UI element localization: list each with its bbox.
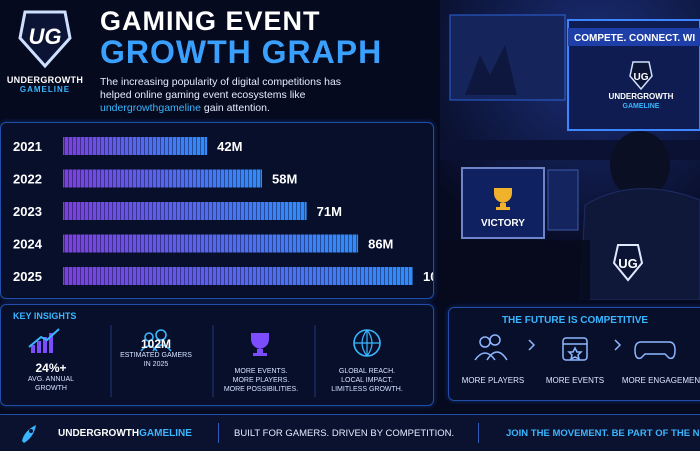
insight-line: IN 2025 (143, 361, 169, 368)
category-label: 2021 (13, 139, 42, 154)
future-item: MORE EVENTS (545, 376, 605, 385)
intro-text: gain attention. (203, 102, 270, 114)
chart: 2021 42M 2022 58M 2023 71M 2024 86M 2025 102M (13, 137, 456, 285)
value-label: 102M (423, 269, 433, 284)
future-title: THE FUTURE IS COMPETITIVE (501, 315, 649, 326)
footer-brand-bottom: GAMELINE (139, 428, 192, 439)
footer-brand-top: UNDERGROWTH (58, 428, 140, 439)
intro: The increasing popularity of digital com… (100, 76, 365, 115)
divider (478, 423, 479, 443)
divider (218, 423, 219, 443)
category-label: 2025 (13, 269, 42, 284)
rocket-icon (22, 425, 36, 443)
insight-value: 102M (140, 337, 172, 351)
future-item: MORE PLAYERS (461, 376, 525, 385)
insight-line: LIMITLESS GROWTH. (331, 386, 403, 393)
scene-banner: COMPETE. CONNECT. WI (574, 33, 695, 44)
value-label: 71M (317, 204, 342, 219)
footer-brand: UNDERGROWTHGAMELINE (58, 428, 192, 439)
bar-texture (63, 169, 263, 188)
logo-brand-bottom: GAMELINE (19, 85, 71, 94)
insight-line: GLOBAL REACH. (338, 368, 396, 375)
future-panel: THE FUTURE IS COMPETITIVE MORE PLAYERS M… (448, 307, 700, 401)
logo-mark: UG (29, 24, 62, 49)
value-label: 86M (368, 237, 393, 252)
logo-brand-top: UNDERGROWTH (6, 75, 84, 85)
category-label: 2022 (13, 172, 42, 187)
logo-emblem: UG (18, 10, 72, 69)
monitor-text: VICTORY (481, 218, 525, 229)
insights-icons (28, 325, 381, 397)
scene: COMPETE. CONNECT. WI UG UNDERGROWTH GAME… (440, 0, 700, 300)
value-label: 42M (217, 139, 242, 154)
footer-tagline: BUILT FOR GAMERS. DRIVEN BY COMPETITION. (234, 428, 455, 439)
future-icons (474, 334, 676, 361)
insight-line: ESTIMATED GAMERS (120, 352, 192, 359)
footer: UNDERGROWTHGAMELINE BUILT FOR GAMERS. DR… (0, 414, 700, 451)
bar-texture (63, 267, 413, 285)
insight-line: GROWTH (35, 385, 67, 392)
insight: 102M ESTIMATED GAMERS IN 2025 (106, 335, 206, 369)
insight-value: 24%+ (35, 361, 67, 375)
insights-title: KEY INSIGHTS (13, 311, 77, 321)
title-line2: GROWTH GRAPH (100, 34, 383, 70)
bar-texture (63, 234, 359, 253)
intro-link[interactable]: undergrowthgameline (100, 102, 201, 114)
insights-panel: KEY INSIGHTS 24%+ AVG. ANNUAL GROWTH 102… (0, 304, 434, 406)
insight-line: LOCAL IMPACT. (341, 377, 393, 384)
insight-line: MORE PLAYERS. (232, 377, 290, 384)
footer-cta[interactable]: JOIN THE MOVEMENT. BE PART OF THE N (506, 428, 700, 439)
screen-brand-bottom: GAMELINE (623, 103, 660, 110)
insight-line: MORE POSSIBILITIES. (223, 386, 299, 393)
value-label: 58M (272, 172, 297, 187)
title-line1: GAMING EVENT (100, 6, 321, 36)
future-item: MORE ENGAGEMEN (621, 376, 700, 385)
bar-texture (63, 202, 307, 220)
insight-line: MORE EVENTS. (234, 368, 288, 375)
chair-mark: UG (618, 256, 638, 271)
insight-line: AVG. ANNUAL (27, 376, 75, 383)
category-label: 2023 (13, 204, 42, 219)
screen-brand-mark: UG (634, 72, 649, 83)
insight: MORE EVENTS. MORE PLAYERS. MORE POSSIBIL… (211, 367, 311, 394)
insight: 24%+ AVG. ANNUAL GROWTH (1, 361, 101, 393)
intro-text: The increasing popularity of digital com… (100, 76, 342, 101)
logo: UG UNDERGROWTH GAMELINE (0, 8, 90, 94)
category-label: 2024 (13, 237, 43, 252)
chart-panel: 2021 42M 2022 58M 2023 71M 2024 86M 2025 102M (0, 122, 456, 299)
bar-texture (63, 137, 208, 155)
insight: GLOBAL REACH. LOCAL IMPACT. LIMITLESS GR… (317, 367, 417, 394)
scene-art: COMPETE. CONNECT. WI UG UNDERGROWTH GAME… (440, 14, 700, 300)
screen-brand-top: UNDERGROWTH (609, 92, 674, 101)
